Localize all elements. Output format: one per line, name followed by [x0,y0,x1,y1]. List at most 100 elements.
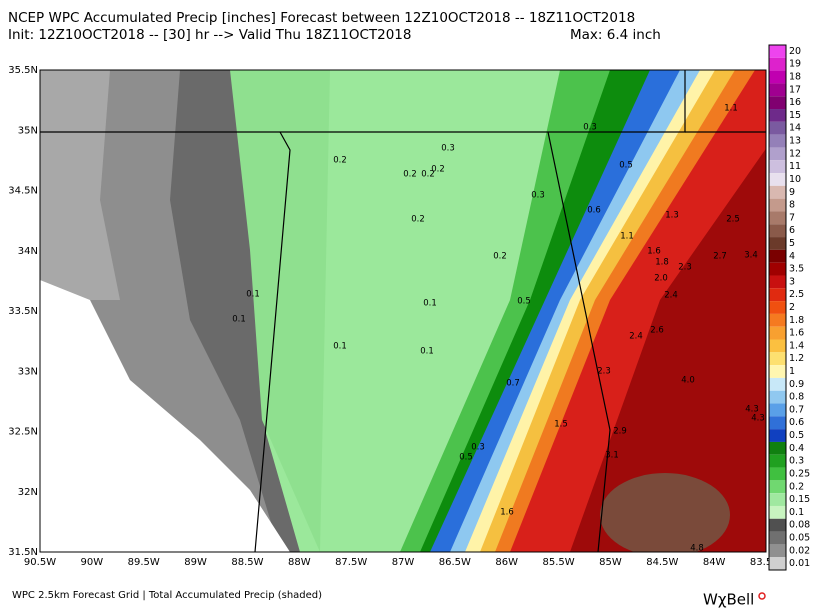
legend-label: 3.5 [789,264,804,275]
shade-dark-red [570,148,766,552]
legend-label: 15 [789,110,801,121]
contour-label: 0.7 [506,379,520,389]
legend-label: 0.1 [789,507,804,518]
legend-label: 16 [789,97,801,108]
contour-label: 0.1 [333,342,347,352]
legend-frame [768,44,787,571]
lon-label: 88.5W [231,557,263,568]
legend-swatch [769,301,786,314]
contour-label: 4.8 [690,544,704,554]
lat-label: 31.5N [8,547,38,558]
legend-label: 0.15 [789,494,810,505]
lon-label: 88W [288,557,311,568]
contour-label: 4.3 [745,405,759,415]
lon-label: 89.5W [128,557,160,568]
legend-swatch [769,518,786,532]
contour-label: 0.3 [583,123,597,133]
contour-label: 4.0 [681,376,695,386]
contour-label: 2.0 [654,274,668,284]
no-precip-area [40,280,290,552]
legend-swatch [769,109,786,122]
legend-swatch [769,185,786,199]
contour-label: 0.1 [423,299,437,309]
legend-label: 8 [789,200,795,211]
legend-label: 19 [789,59,801,70]
lon-label: 84W [703,557,726,568]
contour-label: 1.6 [647,247,661,257]
lon-label: 86.5W [439,557,471,568]
contour-label: 2.7 [713,252,727,262]
legend-swatch [769,390,786,404]
legend-swatch [769,505,786,519]
legend-swatch [769,224,786,238]
legend-label: 1.8 [789,315,804,326]
contour-label: 2.9 [613,427,627,437]
contour-label: 0.3 [531,191,545,201]
legend-label: 10 [789,174,801,185]
legend-swatch [769,339,786,353]
lon-label: 83.5W [750,557,782,568]
subtitle: Init: 12Z10OCT2018 -- [30] hr --> Valid … [8,27,411,43]
legend-swatch [769,237,786,250]
contour-label: 0.2 [431,165,445,175]
lat-label: 32N [18,487,38,498]
legend-swatch [769,557,786,570]
legend-label: 1.4 [789,340,804,351]
legend-swatch [769,531,786,545]
contour-label: 1.1 [620,232,634,242]
legend-label: 0.5 [789,430,804,441]
legend-label: 13 [789,136,801,147]
contour-label: 1.5 [554,420,568,430]
contour-label: 4.3 [751,414,765,424]
legend-label: 0.05 [789,532,810,543]
footer-text: WPC 2.5km Forecast Grid | Total Accumula… [12,590,322,601]
lat-label: 35N [18,125,38,136]
contour-label: 2.4 [629,332,643,342]
contour-label: 0.6 [587,206,601,216]
contour-label: 1.1 [724,104,738,114]
lon-label: 85W [599,557,622,568]
legend-label: 0.3 [789,456,804,467]
legend-swatch [769,288,786,302]
contour-label: 0.3 [471,443,485,453]
legend-label: 0.02 [789,545,810,556]
contour-label: 0.3 [441,144,455,154]
legend-swatch [769,416,786,430]
legend-label: 20 [789,46,801,57]
contour-label: 0.2 [333,156,347,166]
legend-swatch [769,480,786,494]
legend-label: 1.6 [789,328,804,339]
legend-label: 0.6 [789,417,804,428]
lon-label: 84.5W [646,557,678,568]
lon-label: 89W [184,557,207,568]
contour-label: 0.1 [232,315,246,325]
legend-swatch [769,467,786,481]
legend-label: 6 [789,225,795,236]
legend-swatch [769,262,786,276]
map-frame [39,69,767,553]
contour-label: 0.5 [619,161,633,171]
legend-label: 14 [789,123,801,134]
contour-label: 1.8 [655,258,669,268]
legend-swatch [769,377,786,391]
legend-swatch [769,275,786,289]
state-border [254,131,291,552]
legend-swatch [769,70,786,84]
lat-label: 34.5N [8,186,38,197]
legend-label: 18 [789,72,801,83]
legend-label: 17 [789,84,801,95]
legend-label: 0.25 [789,468,810,479]
lon-label: 90.5W [24,557,56,568]
contour-label: 0.2 [403,170,417,180]
shade-light-green [230,70,330,552]
legend-swatch [769,57,786,71]
legend-label: 3 [789,276,795,287]
lat-label: 33.5N [8,306,38,317]
legend-swatch [769,544,786,558]
legend-label: 0.8 [789,392,804,403]
legend-label: 7 [789,212,795,223]
legend-swatch [769,211,786,225]
legend-swatch [769,454,786,468]
legend-label: 11 [789,161,801,172]
contour-label: 1.6 [500,508,514,518]
